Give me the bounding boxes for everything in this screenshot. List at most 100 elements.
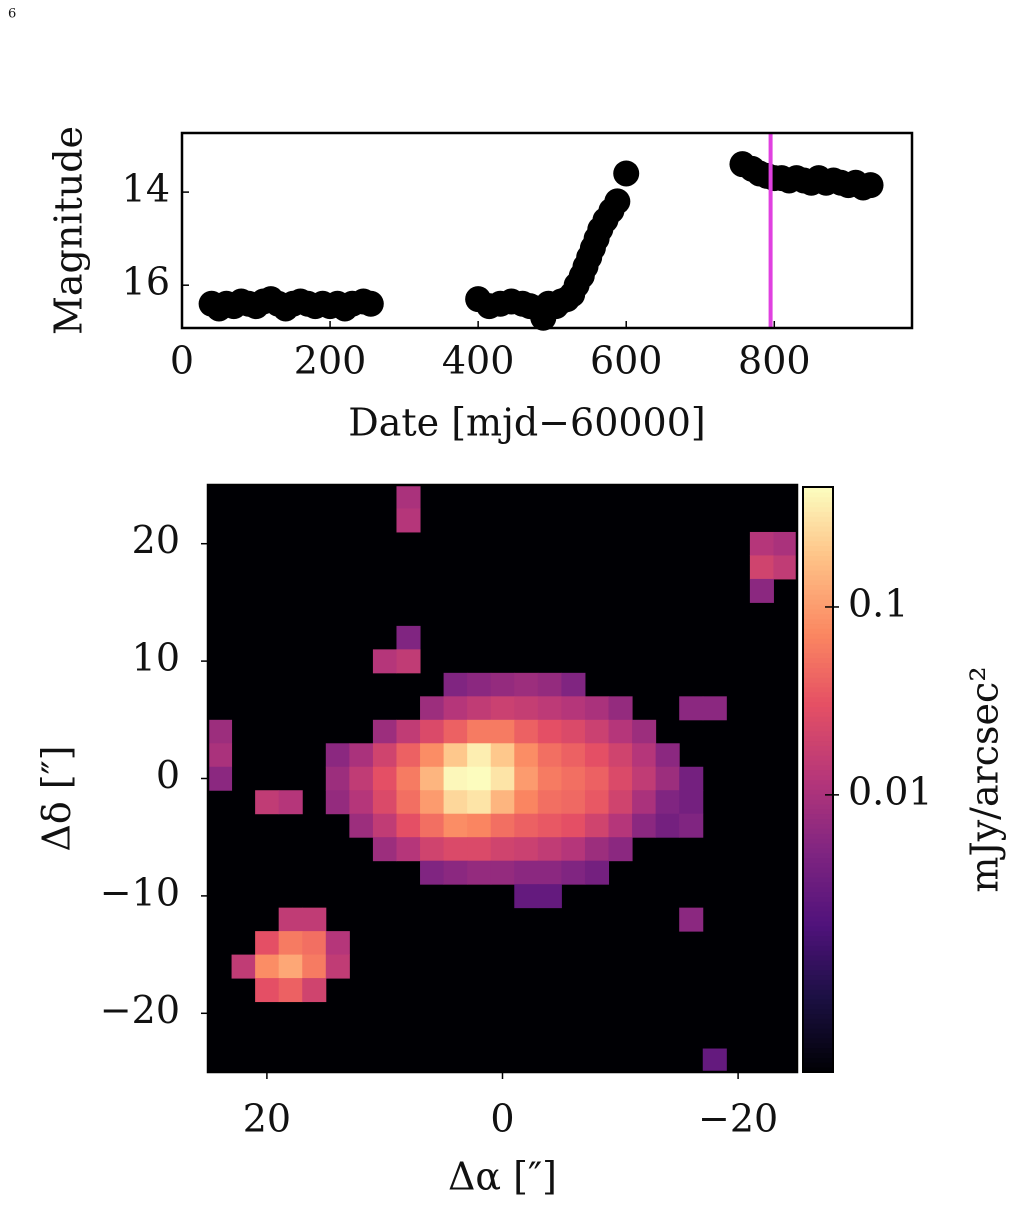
colorbar-step [803,784,833,790]
pixel [420,719,445,744]
colorbar-step [803,691,833,698]
colorbar-step [803,1062,833,1068]
colorbar-step [803,818,833,824]
pixel [396,719,421,744]
pixel [655,766,680,791]
colorbar-step [803,643,833,649]
pixel [420,743,445,768]
colorbar-step [803,745,833,751]
colorbar-step [803,808,833,815]
colorbar-step [803,730,833,737]
pixel [325,790,350,815]
axes-frame [180,131,914,330]
pixel [561,743,586,768]
pixel [208,766,233,791]
colorbar-step [803,1008,833,1015]
colorbar-step [803,721,833,727]
pixel [278,907,303,932]
x-tick-label: 0 [170,339,194,383]
colorbar-step [803,1067,833,1073]
pixel [584,813,610,838]
axes-frame [206,483,799,1074]
y-tick-label: −20 [100,988,180,1032]
colorbar-step [803,682,833,688]
pixel [514,766,539,791]
pixel [325,931,350,956]
colorbar-step [803,969,833,976]
colorbar-step [803,535,833,542]
y-tick-label: −10 [100,870,180,914]
colorbar-step [803,579,833,586]
colorbar-step [803,662,833,668]
colorbar-step [803,916,833,922]
colorbar-step [803,589,833,595]
colorbar-step [803,555,833,561]
colorbar-step [803,599,833,605]
y-tick-label: 20 [132,518,180,562]
pixel [537,837,562,862]
pixel [372,719,397,744]
pixel [584,743,610,768]
colorbar-step [803,516,833,522]
colorbar-step [803,569,833,576]
colorbar-step [803,852,833,859]
x-tick-label: 600 [590,339,663,383]
colorbar-step [803,565,833,571]
colorbar-step [803,574,833,581]
colorbar-step [803,755,833,761]
pixel [655,813,680,838]
pixel [514,672,539,697]
colorbar-step [803,1033,833,1039]
colorbar-step [803,725,833,732]
pixel [632,813,657,838]
colorbar-step [803,857,833,863]
colorbar-step [803,764,833,771]
colorbar-step [803,701,833,707]
pixel [561,766,586,791]
x-tick-label: −20 [698,1097,778,1141]
pixel [396,625,421,650]
colorbar-step [803,686,833,693]
colorbar-step [803,740,833,746]
colorbar-tick-label: 0.01 [848,769,933,813]
colorbar-step [803,750,833,756]
pixel [537,672,562,697]
colorbar-step [803,1047,833,1054]
colorbar-step [803,594,833,600]
x-tick-label: 0 [490,1097,514,1141]
colorbar-step [803,989,833,995]
colorbar-step [803,618,833,625]
colorbar-step [803,1013,833,1019]
pixel [514,884,539,909]
colorbar-step [803,862,833,868]
colorbar-step [803,735,833,742]
colorbar-step [803,872,833,878]
colorbar-step [803,964,833,971]
y-axis-label: Magnitude [47,126,91,335]
pixel [561,860,586,885]
pixel [325,766,350,791]
pixel [396,649,421,674]
colorbar-step [803,833,833,839]
pixel [561,837,586,862]
pixel [325,954,350,979]
pixel [773,555,798,580]
pixel [443,743,468,768]
pixel [514,860,539,885]
pixel [490,790,515,815]
colorbar-step [803,779,833,785]
pixel [255,931,280,956]
colorbar-step [803,994,833,1000]
pixel [561,672,586,697]
colorbar-step [803,1037,833,1044]
colorbar-step [803,911,833,917]
data-point [604,188,631,215]
y-tick-label: 16 [122,260,170,304]
pixel [773,531,798,556]
pixel [679,790,704,815]
pixel [490,696,515,721]
pixel [443,813,468,838]
pixel [467,860,492,885]
colorbar-step [803,491,833,498]
